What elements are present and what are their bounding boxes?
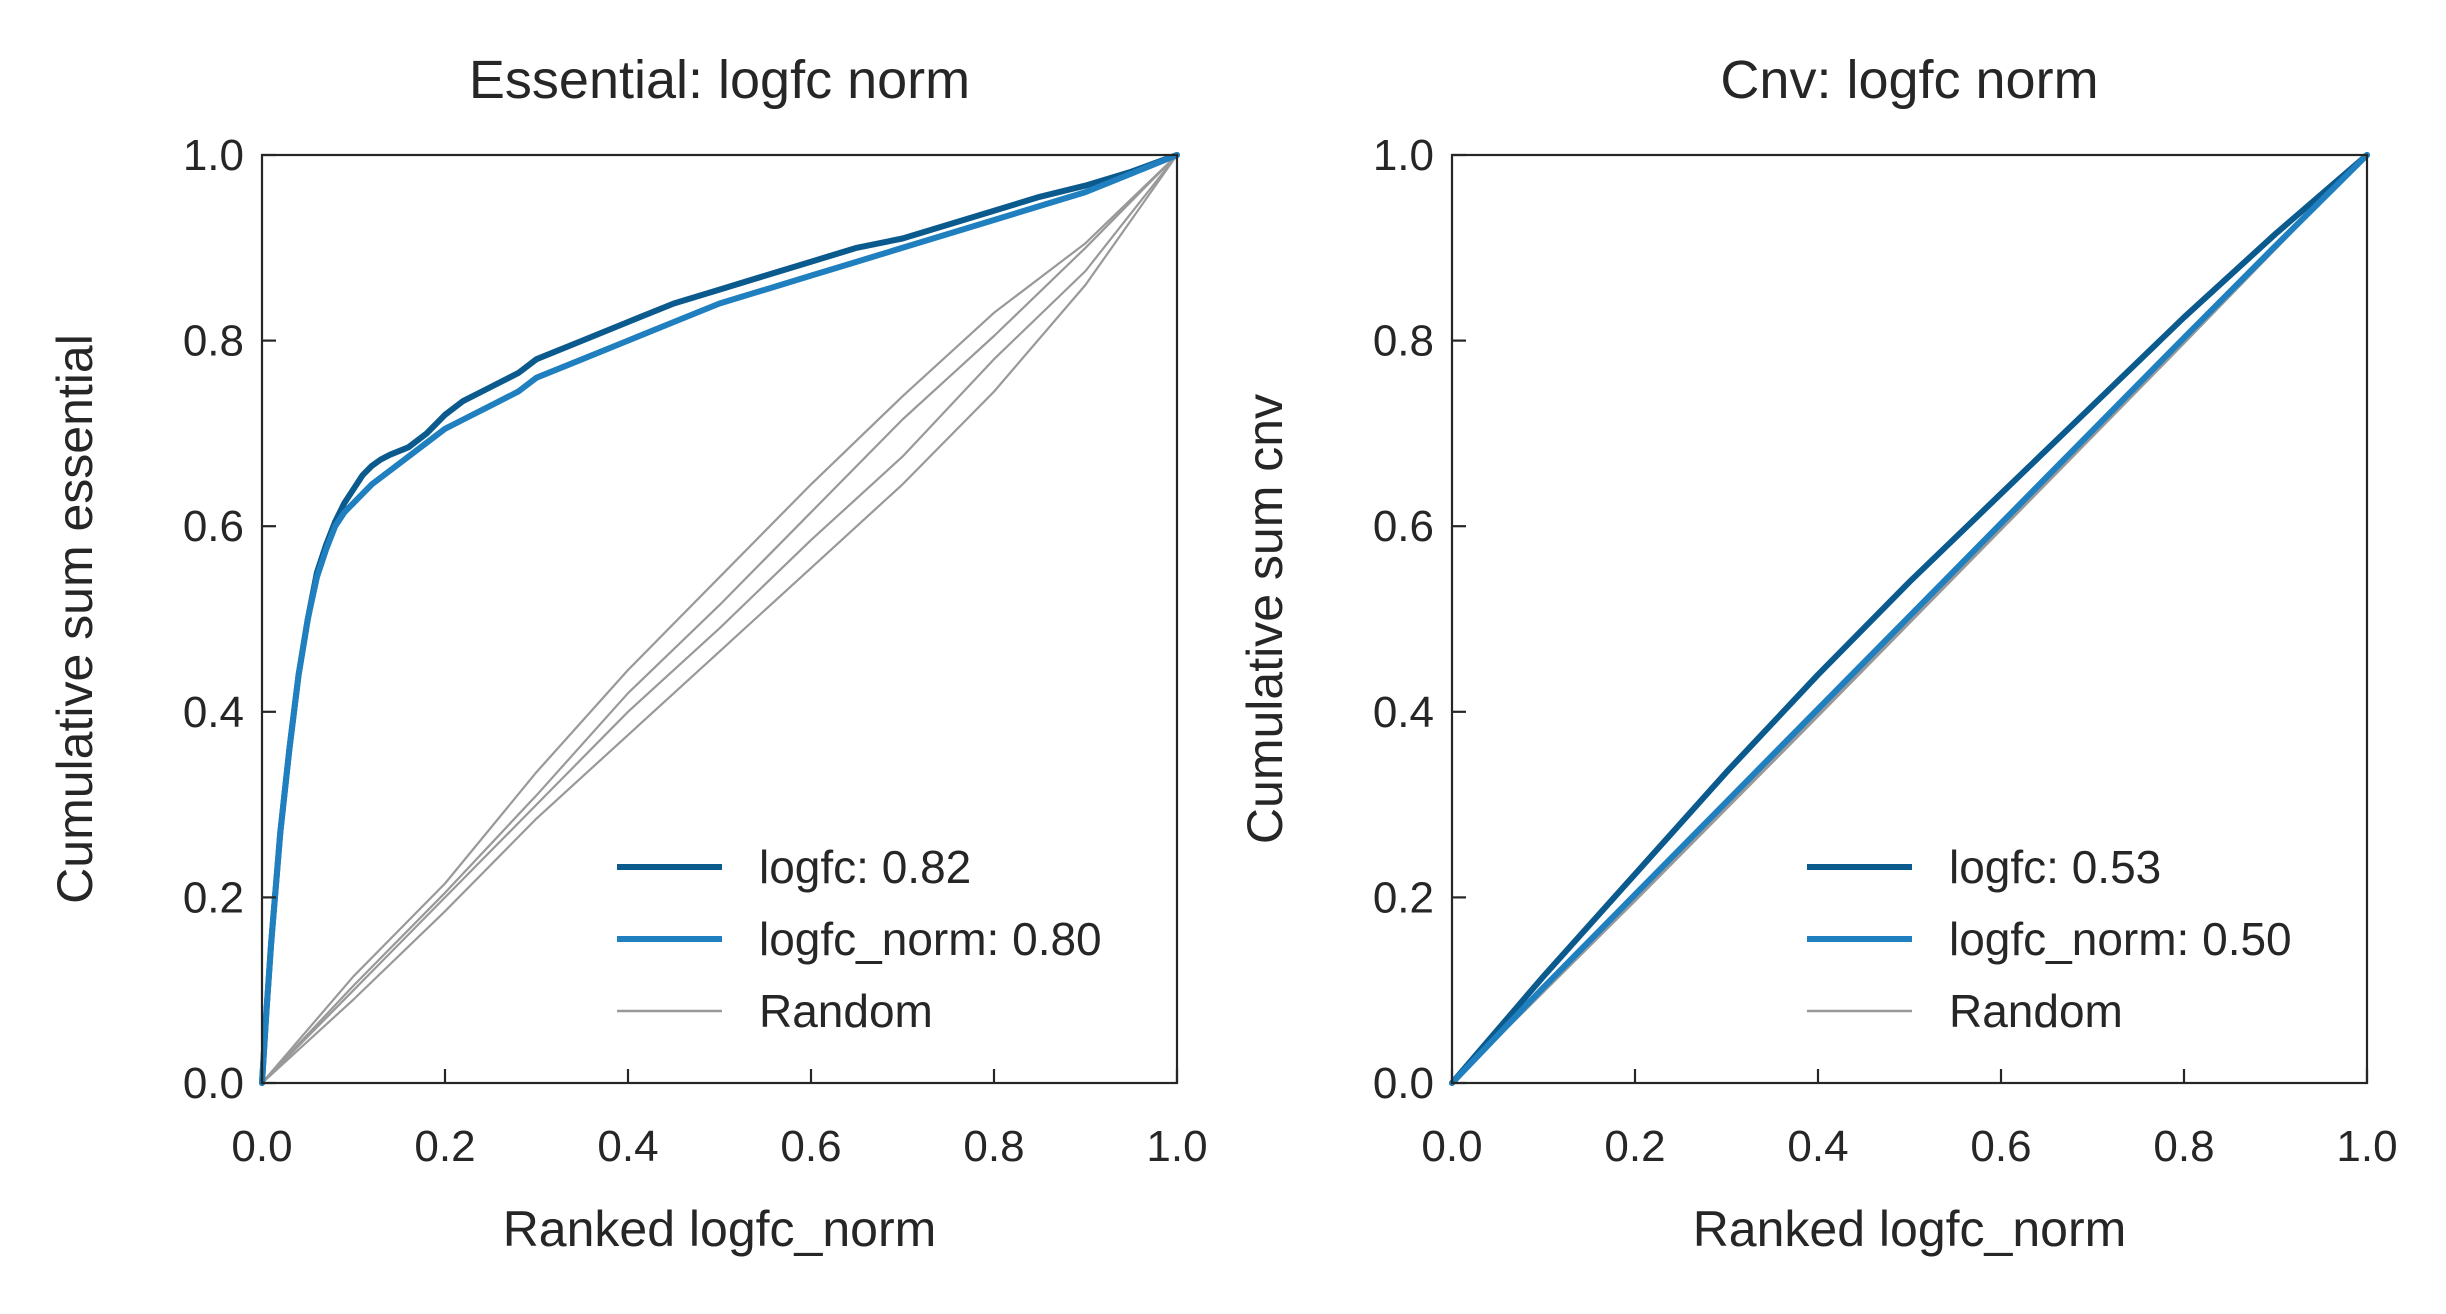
chart-title: Cnv: logfc norm xyxy=(1720,50,2098,110)
x-tick-label: 1.0 xyxy=(2336,1122,2397,1171)
y-tick-label: 0.8 xyxy=(1373,317,1434,366)
plot-frame xyxy=(260,153,1179,1085)
x-tick-label: 0.8 xyxy=(963,1122,1024,1171)
chart-title: Essential: logfc norm xyxy=(469,50,970,110)
y-tick-label: 0.6 xyxy=(183,502,244,551)
x-tick-label: 0.8 xyxy=(2153,1122,2214,1171)
y-tick-label: 0.0 xyxy=(1373,1059,1434,1108)
y-tick-label: 0.2 xyxy=(1373,873,1434,922)
y-tick-label: 0.4 xyxy=(1373,688,1434,737)
series-line xyxy=(1449,152,2370,1086)
legend-label: logfc_norm: 0.50 xyxy=(1949,913,2292,965)
legend-label: logfc_norm: 0.80 xyxy=(759,913,1102,965)
random-series-line xyxy=(1450,153,2369,1085)
random-series-line xyxy=(260,153,1179,1085)
random-series-line xyxy=(260,153,1179,1085)
series-line xyxy=(259,152,1180,1086)
x-tick-label: 0.2 xyxy=(1604,1122,1665,1171)
x-tick-label: 0.4 xyxy=(1787,1122,1848,1171)
x-tick-label: 0.2 xyxy=(414,1122,475,1171)
chart-panel-essential: Essential: logfc norm 0.0 0.2 0.4 0.6 0.8 1.0 0… xyxy=(47,50,1208,1257)
y-tick-label: 0.4 xyxy=(183,688,244,737)
x-axis-label: Ranked logfc_norm xyxy=(503,1201,937,1257)
y-tick-label: 0.8 xyxy=(183,317,244,366)
legend-label: Random xyxy=(1949,985,2123,1037)
y-tick-label: 0.0 xyxy=(183,1059,244,1108)
x-tick-label: 0.6 xyxy=(780,1122,841,1171)
y-tick-label: 0.6 xyxy=(1373,502,1434,551)
legend-label: logfc: 0.82 xyxy=(759,841,971,893)
legend-label: logfc: 0.53 xyxy=(1949,841,2161,893)
x-tick-label: 0.4 xyxy=(597,1122,658,1171)
chart-panel-cnv: Cnv: logfc norm 0.0 0.2 0.4 0.6 0.8 1.0 0.0 0.2 0… xyxy=(1237,50,2398,1257)
y-tick-label: 1.0 xyxy=(1373,131,1434,180)
y-tick-label: 0.2 xyxy=(183,873,244,922)
random-series-line xyxy=(260,153,1179,1085)
x-tick-label: 0.0 xyxy=(1421,1122,1482,1171)
legend-label: Random xyxy=(759,985,933,1037)
plot-frame xyxy=(1450,153,2369,1085)
series-line xyxy=(1449,152,2370,1086)
x-tick-label: 1.0 xyxy=(1146,1122,1207,1171)
x-tick-label: 0.6 xyxy=(1970,1122,2031,1171)
x-tick-label: 0.0 xyxy=(231,1122,292,1171)
random-series-line xyxy=(260,153,1179,1085)
y-axis-label: Cumulative sum essential xyxy=(47,334,103,904)
y-tick-label: 1.0 xyxy=(183,131,244,180)
y-axis-label: Cumulative sum cnv xyxy=(1237,394,1293,844)
x-axis-label: Ranked logfc_norm xyxy=(1693,1201,2127,1257)
